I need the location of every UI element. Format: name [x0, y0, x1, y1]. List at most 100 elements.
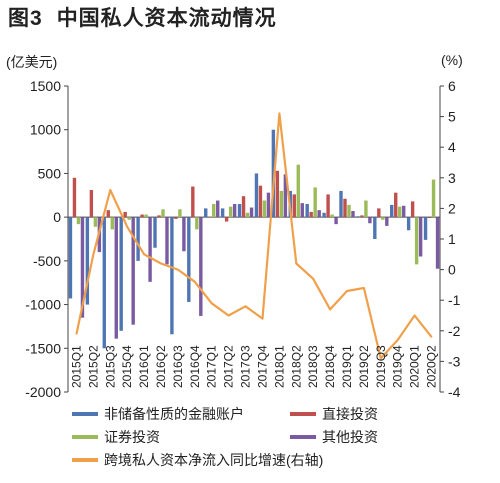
legend-label-portfolio-investment: 证券投资 — [104, 429, 160, 445]
bar-other-investment — [249, 207, 254, 218]
legend-item-growth-rate: 跨境私人资本净流入同比增速(右轴) — [72, 450, 323, 470]
bar-portfolio-investment — [364, 200, 368, 218]
right-tick-label: 2 — [448, 200, 456, 216]
right-tick-label: 5 — [448, 109, 456, 125]
bar-portfolio-investment — [76, 217, 81, 225]
bar-other-investment — [402, 205, 406, 218]
bar-other-investment — [182, 217, 186, 252]
left-tick-label: 1000 — [30, 122, 61, 138]
left-tick-label: 0 — [53, 209, 61, 225]
x-tick-label: 2015Q1 — [69, 345, 83, 388]
x-tick-label: 2019Q2 — [357, 345, 371, 388]
line-point-growth-rate — [396, 339, 399, 341]
x-tick-label: 2017Q3 — [239, 345, 253, 388]
bar-financial-account — [373, 217, 377, 239]
bar-portfolio-investment — [414, 217, 419, 265]
x-tick-label: 2020Q2 — [425, 345, 439, 388]
bar-portfolio-investment — [245, 212, 250, 218]
bar-direct-investment — [275, 170, 280, 218]
left-tick-label: -1500 — [25, 340, 61, 356]
bar-financial-account — [153, 217, 157, 248]
right-tick-label: 4 — [448, 139, 456, 155]
x-tick-label: 2015Q4 — [120, 345, 134, 388]
line-point-growth-rate — [346, 290, 348, 292]
line-point-growth-rate — [160, 262, 162, 265]
line-point-growth-rate — [312, 277, 314, 280]
bar-direct-investment — [360, 215, 364, 218]
legend-item-financial-account: 非储备性质的金融账户 — [72, 404, 244, 424]
left-tick-label: 500 — [38, 165, 62, 181]
bar-financial-account — [136, 217, 140, 261]
bar-direct-investment — [72, 177, 77, 218]
bar-portfolio-investment — [110, 217, 114, 230]
bar-portfolio-investment — [212, 204, 216, 218]
bar-other-investment — [283, 174, 288, 218]
bar-portfolio-investment — [93, 217, 98, 227]
line-point-growth-rate — [278, 112, 281, 115]
bar-other-investment — [165, 217, 169, 265]
bar-other-investment — [334, 217, 338, 225]
bar-portfolio-investment — [279, 190, 284, 218]
bar-direct-investment — [140, 214, 144, 218]
right-tick-label: -3 — [448, 353, 461, 369]
x-tick-label: 2019Q1 — [340, 345, 354, 388]
bar-portfolio-investment — [178, 209, 182, 218]
bar-financial-account — [339, 190, 343, 218]
bar-direct-investment — [208, 217, 212, 218]
line-point-growth-rate — [227, 314, 230, 317]
bar-other-investment — [266, 192, 271, 218]
bar-direct-investment — [309, 211, 313, 218]
right-tick-label: -4 — [448, 384, 461, 400]
bar-other-investment — [80, 217, 85, 318]
bar-other-investment — [317, 210, 321, 218]
left-tick-label: -2000 — [25, 384, 61, 400]
line-point-growth-rate — [295, 262, 298, 265]
line-point-growth-rate — [430, 336, 433, 338]
bar-direct-investment — [241, 196, 246, 218]
bar-direct-investment — [326, 194, 330, 218]
right-tick-label: -1 — [448, 292, 461, 308]
bar-other-investment — [418, 217, 423, 257]
bar-financial-account — [102, 217, 106, 349]
bar-financial-account — [119, 217, 123, 331]
x-tick-label: 2019Q4 — [391, 345, 405, 388]
bar-other-investment — [148, 217, 152, 282]
bar-direct-investment — [292, 194, 296, 218]
x-tick-label: 2018Q2 — [289, 345, 303, 388]
bar-direct-investment — [106, 210, 110, 218]
legend-item-portfolio-investment: 证券投资 — [72, 427, 160, 447]
bar-financial-account — [170, 217, 174, 335]
line-point-growth-rate — [380, 357, 382, 360]
bar-direct-investment — [410, 201, 415, 218]
bar-portfolio-investment — [330, 214, 334, 218]
bar-financial-account — [356, 216, 360, 218]
left-axis-unit: (亿美元) — [6, 54, 58, 70]
chart-title: 图3 中国私人资本流动情况 — [8, 2, 277, 32]
bar-portfolio-investment — [195, 217, 199, 230]
bar-other-investment — [199, 217, 203, 316]
left-tick-label: -1000 — [25, 297, 61, 313]
bar-direct-investment — [157, 215, 161, 218]
bar-direct-investment — [123, 211, 127, 218]
bar-financial-account — [220, 208, 225, 218]
right-tick-label: -2 — [448, 323, 461, 339]
bar-portfolio-investment — [228, 206, 233, 218]
left-tick-label: -500 — [33, 253, 61, 269]
line-point-growth-rate — [363, 287, 365, 289]
legend-label-financial-account: 非储备性质的金融账户 — [104, 406, 244, 422]
x-tick-label: 2018Q3 — [306, 345, 320, 388]
bar-other-investment — [114, 217, 118, 339]
bar-direct-investment — [89, 190, 94, 218]
line-point-growth-rate — [109, 189, 112, 191]
line-point-growth-rate — [177, 268, 179, 271]
legend-swatch-growth-rate — [72, 458, 98, 462]
x-tick-label: 2016Q2 — [154, 345, 168, 388]
bar-financial-account — [85, 217, 90, 305]
bar-other-investment — [216, 200, 220, 218]
x-tick-label: 2015Q3 — [103, 345, 117, 388]
line-point-growth-rate — [75, 333, 78, 335]
bar-other-investment — [435, 217, 440, 269]
line-point-growth-rate — [126, 225, 128, 228]
bar-direct-investment — [258, 185, 263, 218]
